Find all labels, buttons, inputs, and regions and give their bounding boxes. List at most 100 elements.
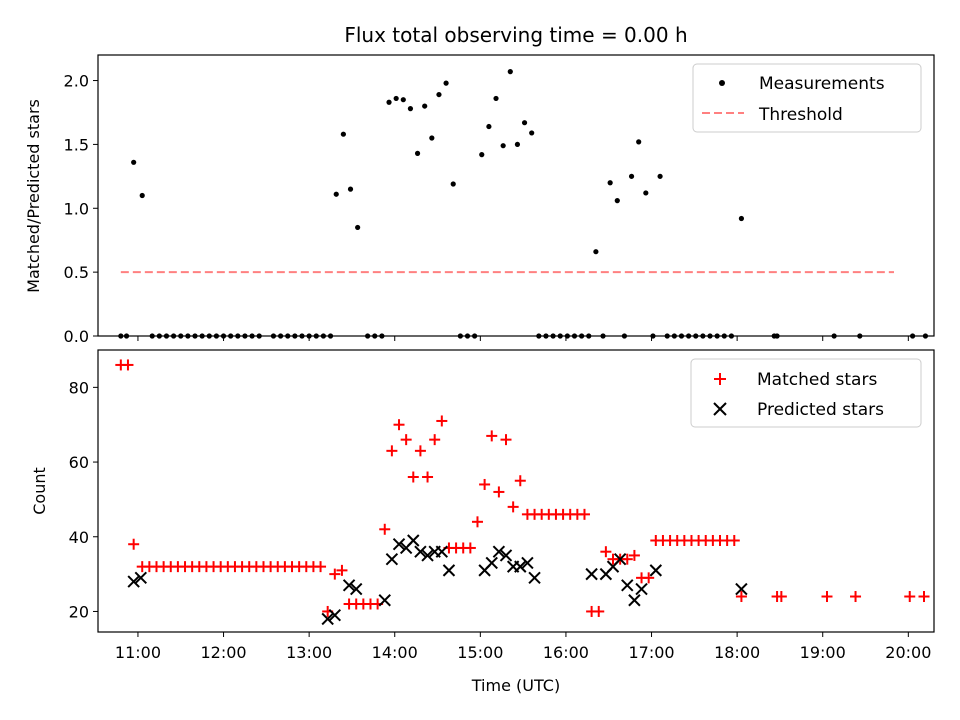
legend-predicted-marker	[713, 402, 727, 416]
measurement-point	[557, 333, 563, 339]
matched-star-point	[850, 591, 862, 603]
top-legend-box	[692, 63, 922, 133]
measurement-point	[543, 333, 549, 339]
top-y-tick-label: 2.0	[64, 72, 89, 91]
measurement-point	[550, 333, 556, 339]
matched-star-point	[904, 591, 916, 603]
measurement-point	[922, 333, 929, 339]
top-axes-frame	[97, 54, 935, 337]
measurement-point	[686, 333, 692, 339]
predicted-star-point	[392, 538, 406, 551]
predicted-star-point	[735, 582, 748, 596]
matched-star-point	[621, 553, 633, 565]
bottom-y-tick-label: 60	[69, 453, 89, 472]
measurement-point	[285, 333, 291, 339]
measurement-point	[185, 333, 191, 339]
measurement-point	[521, 120, 528, 126]
predicted-star-point	[321, 612, 334, 626]
measurement-point	[536, 333, 542, 339]
bottom-y-tick-label: 80	[69, 378, 89, 397]
matched-star-point	[422, 471, 434, 483]
matched-star-point	[918, 591, 930, 603]
measurement-point	[636, 139, 642, 145]
predicted-star-point	[521, 556, 534, 570]
measurement-point	[593, 249, 599, 255]
matched-star-point	[479, 478, 491, 490]
matched-star-point	[593, 605, 605, 617]
x-axis-label: Time (UTC)	[471, 676, 560, 695]
bottom-y-tick-label: 20	[69, 602, 89, 621]
measurement-point	[479, 152, 485, 158]
predicted-star-point	[342, 579, 356, 592]
measurement-point	[693, 333, 699, 339]
top-y-tick-label: 1.0	[64, 199, 89, 218]
x-tick-label: 13:00	[286, 643, 332, 662]
matched-star-point	[315, 561, 327, 573]
matched-star-point	[500, 434, 512, 446]
measurement-point	[910, 333, 916, 339]
predicted-star-point	[649, 564, 663, 577]
measurement-point	[436, 91, 442, 98]
legend-measurements-label: Measurements	[759, 74, 885, 94]
measurement-point	[206, 333, 212, 339]
x-tick-label: 12:00	[200, 643, 246, 662]
measurement-point	[514, 141, 521, 148]
measurement-point	[242, 333, 248, 339]
measurement-point	[657, 173, 663, 179]
matched-star-point	[128, 538, 140, 550]
matched-star-point	[486, 430, 498, 442]
matched-star-point	[329, 568, 341, 580]
measurement-point	[464, 333, 471, 339]
predicted-star-point	[134, 571, 148, 585]
matched-star-point	[514, 475, 526, 487]
matched-star-point	[600, 546, 612, 558]
legend-matched-label: Matched stars	[757, 370, 877, 390]
measurement-point	[607, 180, 613, 186]
x-tick-label: 17:00	[628, 643, 674, 662]
x-tick-label: 18:00	[714, 643, 760, 662]
measurement-point	[429, 135, 435, 141]
measurement-point	[500, 143, 506, 149]
measurement-point	[156, 333, 162, 339]
measurement-point	[628, 173, 635, 179]
measurement-point	[586, 333, 592, 339]
measurement-point	[199, 333, 205, 339]
measurement-point	[700, 333, 706, 339]
bottom-y-tick-label: 40	[69, 528, 89, 547]
measurement-point	[163, 333, 170, 339]
matched-star-point	[493, 486, 505, 498]
measurement-point	[600, 333, 606, 339]
matched-star-point	[821, 591, 833, 603]
matched-star-point	[393, 419, 405, 431]
predicted-star-point	[499, 549, 513, 562]
measurement-point	[365, 333, 371, 339]
measurement-point	[123, 333, 130, 339]
measurement-point	[347, 186, 354, 192]
predicted-star-point	[485, 556, 498, 570]
measurement-point	[721, 333, 727, 339]
predicted-star-point	[514, 560, 527, 573]
matched-star-point	[407, 471, 419, 483]
measurement-point	[422, 103, 428, 109]
matched-star-point	[122, 359, 134, 371]
chart-title: Flux total observing time = 0.00 h	[344, 23, 687, 47]
matched-star-point	[386, 445, 398, 457]
measurement-point	[571, 333, 578, 339]
measurement-point	[379, 333, 385, 339]
measurement-point	[450, 181, 456, 187]
predicted-star-point	[127, 575, 140, 588]
predicted-star-point	[442, 564, 456, 577]
measurement-point	[340, 131, 346, 137]
measurement-point	[738, 215, 745, 222]
matched-star-point	[414, 445, 426, 457]
bottom-legend-box	[690, 358, 922, 428]
measurement-point	[393, 95, 399, 102]
x-tick-label: 11:00	[115, 643, 161, 662]
measurement-point	[192, 333, 198, 339]
legend-matched-marker	[714, 373, 726, 385]
measurement-point	[650, 333, 656, 339]
predicted-star-point	[378, 594, 391, 607]
matched-star-point	[436, 415, 448, 427]
measurement-point	[678, 333, 685, 339]
measurement-point	[270, 333, 277, 339]
